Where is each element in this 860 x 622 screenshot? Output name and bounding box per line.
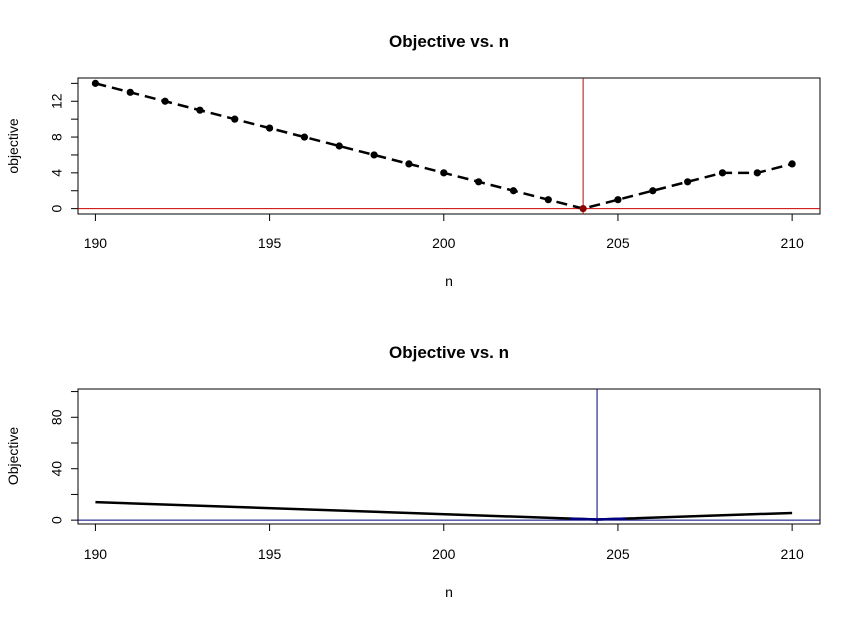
data-point — [196, 106, 204, 114]
x-tick-label: 190 — [84, 235, 108, 251]
data-point — [370, 151, 378, 159]
series-line — [95, 82, 793, 210]
data-point — [405, 160, 413, 168]
top-x-label: n — [445, 273, 453, 289]
x-tick-label: 190 — [84, 546, 108, 562]
x-tick-label: 210 — [780, 235, 804, 251]
bottom-plot-frame — [77, 388, 821, 525]
data-point — [614, 196, 622, 204]
minimum-segment — [597, 517, 625, 521]
bottom-y-label: Objective — [5, 427, 21, 486]
data-point — [753, 169, 761, 177]
top-chart-title: Objective vs. n — [389, 32, 509, 51]
x-tick-label: 210 — [780, 546, 804, 562]
data-point — [684, 178, 692, 186]
y-tick-label: 8 — [49, 133, 65, 141]
bottom-chart-title: Objective vs. n — [389, 343, 509, 362]
data-point — [91, 79, 100, 87]
y-tick-label: 0 — [49, 516, 65, 524]
data-point — [335, 142, 343, 150]
top-y-label: objective — [5, 118, 21, 173]
data-point — [649, 187, 657, 195]
bottom-y-axis: 0 40 80 — [49, 391, 78, 524]
data-point — [509, 187, 518, 195]
minimum-point — [579, 205, 587, 213]
x-tick-label: 195 — [258, 235, 282, 251]
top-series — [91, 79, 796, 213]
data-point — [718, 169, 727, 177]
y-tick-label: 40 — [49, 461, 65, 477]
top-plot-frame — [77, 77, 821, 215]
y-tick-label: 4 — [49, 169, 65, 177]
y-tick-label: 0 — [49, 205, 65, 213]
x-tick-label: 200 — [432, 235, 456, 251]
top-reference-lines — [78, 78, 820, 214]
data-point — [544, 196, 552, 204]
data-point — [300, 133, 309, 141]
top-y-axis: 0 4 8 12 — [49, 82, 78, 213]
bottom-reference-lines — [78, 389, 820, 524]
top-x-axis: 190 195 200 205 210 — [84, 214, 804, 251]
data-point — [161, 97, 169, 105]
x-tick-label: 200 — [432, 546, 456, 562]
x-tick-label: 195 — [258, 546, 282, 562]
minimum-segment — [569, 517, 598, 521]
series-line — [95, 500, 793, 521]
data-point — [231, 115, 239, 123]
data-point — [440, 169, 448, 177]
x-tick-label: 205 — [606, 546, 630, 562]
bottom-x-label: n — [445, 584, 453, 600]
y-tick-label: 80 — [49, 409, 65, 425]
data-point — [126, 88, 134, 96]
x-tick-label: 205 — [606, 235, 630, 251]
data-point — [265, 124, 274, 132]
bottom-x-axis: 190 195 200 205 210 — [84, 524, 804, 562]
y-tick-label: 12 — [49, 93, 65, 109]
data-point — [788, 160, 796, 168]
data-point — [475, 178, 483, 186]
bottom-series — [95, 500, 793, 521]
